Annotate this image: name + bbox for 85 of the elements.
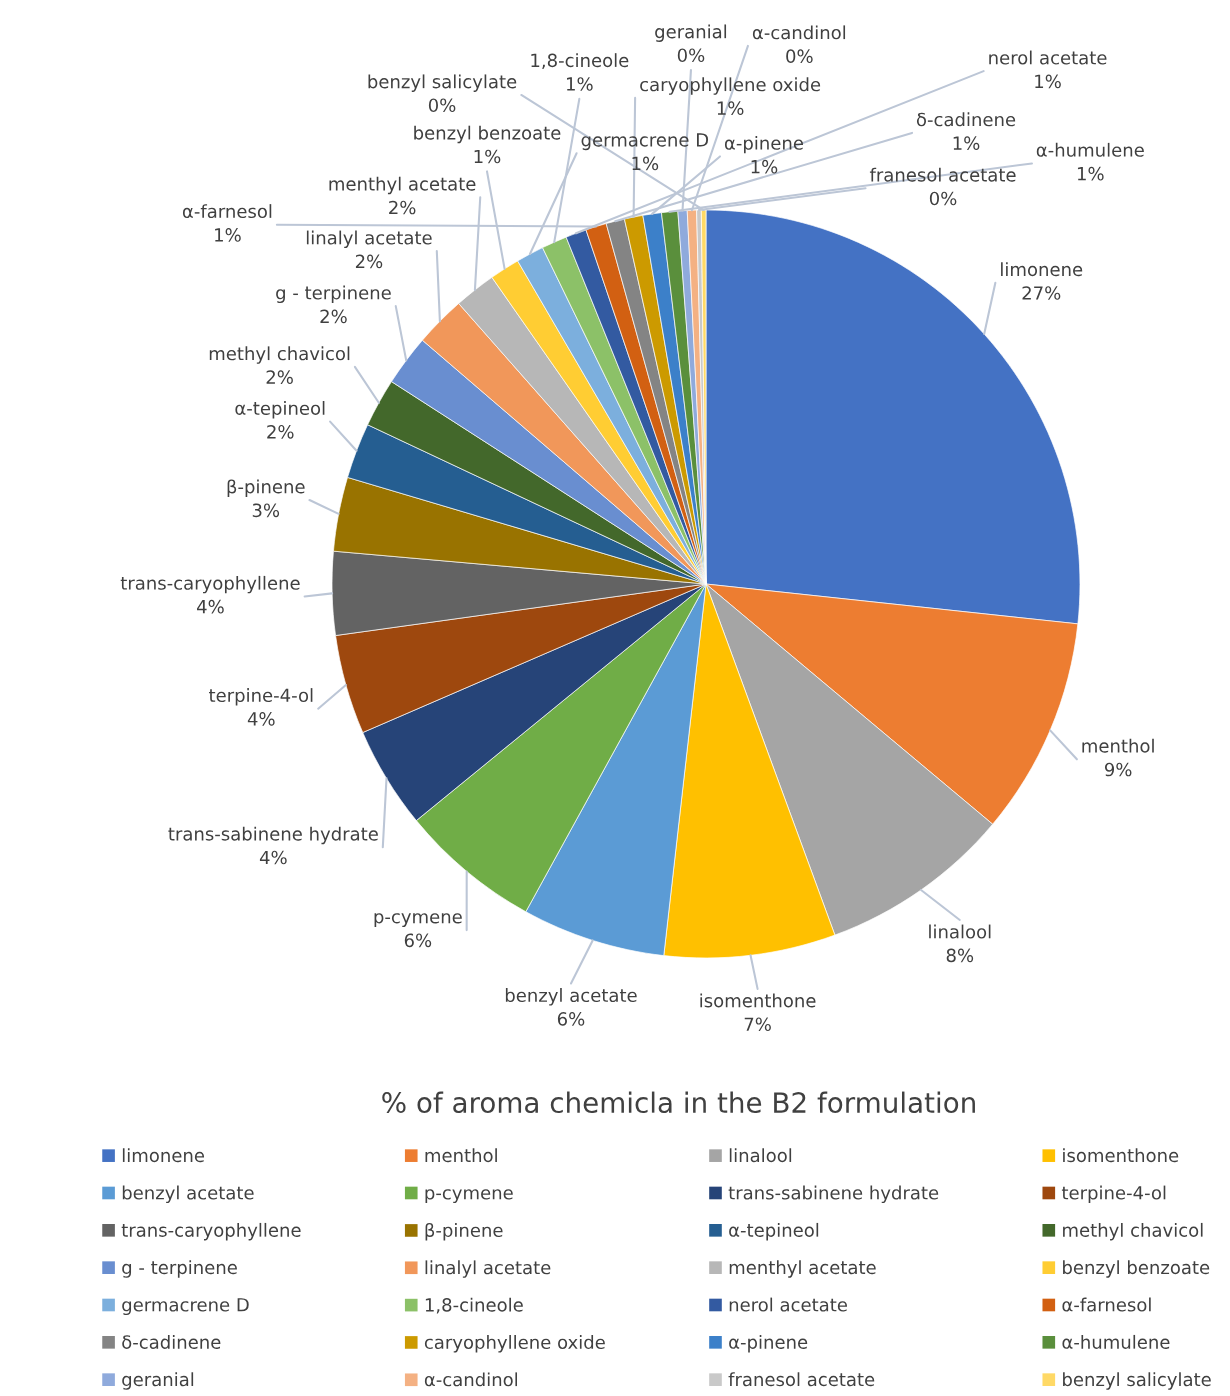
legend-label: franesol acetate bbox=[728, 1372, 875, 1387]
slice-label: menthyl acetate bbox=[329, 176, 476, 195]
slice-label: germacrene D bbox=[581, 133, 709, 151]
slice-label: β-pinene bbox=[227, 479, 305, 497]
data-label: 1% bbox=[1077, 166, 1104, 181]
legend-label: 1,8-cineole bbox=[425, 1297, 523, 1314]
slice-label: α-tepineol bbox=[235, 401, 325, 419]
legend-label: p-cymene bbox=[425, 1189, 513, 1204]
data-label: 6% bbox=[404, 933, 432, 948]
legend-label: α-pinene bbox=[729, 1334, 808, 1353]
slice-label: α-pinene bbox=[724, 135, 803, 154]
data-label: 2% bbox=[266, 370, 293, 384]
slice-label: trans-caryophyllene bbox=[120, 575, 300, 594]
slice-label: menthol bbox=[1082, 738, 1154, 753]
legend-label: limonene bbox=[122, 1148, 205, 1163]
data-label: 7% bbox=[744, 1017, 771, 1032]
legend-label: benzyl salicylate bbox=[1063, 1372, 1211, 1390]
legend-label: nerol acetate bbox=[729, 1297, 847, 1312]
data-label: 0% bbox=[786, 49, 813, 64]
data-label: 27% bbox=[1022, 286, 1061, 300]
data-label: 1% bbox=[1035, 74, 1061, 89]
legend-label: caryophyllene oxide bbox=[424, 1335, 605, 1353]
text: % of aroma chemicla in the B2 formulation bbox=[382, 1091, 975, 1114]
legend-label: isomenthone bbox=[1063, 1148, 1179, 1163]
data-label: 2% bbox=[389, 200, 416, 215]
data-label: 1% bbox=[751, 159, 778, 174]
data-label: 6% bbox=[557, 1012, 585, 1026]
legend-label: g - terpinene bbox=[122, 1260, 237, 1278]
data-label: 3% bbox=[252, 503, 280, 518]
data-label: 0% bbox=[428, 98, 456, 113]
slice-label: geranial bbox=[655, 24, 727, 42]
legend-label: linalool bbox=[729, 1148, 792, 1163]
legend-label: β-pinene bbox=[425, 1222, 503, 1241]
legend-label: methyl chavicol bbox=[1063, 1222, 1203, 1241]
slice-label: α-humulene bbox=[1036, 142, 1144, 157]
legend-label: geranial bbox=[122, 1372, 194, 1390]
data-label: 4% bbox=[259, 850, 287, 865]
data-label: 1% bbox=[474, 149, 501, 164]
slice-label: terpine-4-ol bbox=[208, 688, 313, 706]
legend-label: trans-caryophyllene bbox=[121, 1222, 301, 1241]
data-label: 2% bbox=[267, 424, 294, 439]
legend-label: menthyl acetate bbox=[729, 1260, 876, 1278]
data-label: 1% bbox=[215, 228, 241, 242]
slice-label: benzyl acetate bbox=[505, 988, 637, 1006]
legend-label: benzyl acetate bbox=[122, 1185, 254, 1204]
data-label: 1% bbox=[567, 77, 593, 91]
legend-label: trans-sabinene hydrate bbox=[728, 1185, 939, 1204]
data-label: 4% bbox=[247, 712, 275, 726]
slice-label: nerol acetate bbox=[989, 50, 1107, 65]
legend-label: germacrene D bbox=[122, 1298, 249, 1316]
data-label: 1% bbox=[717, 101, 744, 115]
data-label: 1% bbox=[632, 156, 659, 171]
legend-label: α-farnesol bbox=[1062, 1297, 1151, 1312]
slice-label: 1,8-cineole bbox=[531, 53, 629, 69]
data-label: 2% bbox=[320, 309, 347, 324]
legend-label: menthol bbox=[425, 1148, 497, 1163]
legend-label: benzyl benzoate bbox=[1063, 1260, 1210, 1278]
slice-label: linalool bbox=[929, 924, 991, 939]
data-label: 9% bbox=[1104, 762, 1132, 777]
data-label: 4% bbox=[197, 599, 224, 614]
legend-label: terpine-4-ol bbox=[1061, 1185, 1166, 1204]
legend-label: δ-cadinene bbox=[122, 1334, 221, 1349]
slice-label: methyl chavicol bbox=[209, 346, 350, 364]
slice-label: benzyl salicylate bbox=[368, 74, 517, 92]
legend-label: α-humulene bbox=[1062, 1334, 1170, 1349]
data-label: 2% bbox=[355, 254, 383, 269]
legend-label: α-tepineol bbox=[729, 1222, 819, 1241]
slice-label: α-candinol bbox=[752, 25, 846, 40]
slice-label: limonene bbox=[1001, 262, 1083, 277]
data-label: 8% bbox=[946, 948, 974, 963]
slice-label: caryophyllene oxide bbox=[640, 77, 821, 95]
data-label: 0% bbox=[929, 191, 957, 206]
data-label: 0% bbox=[677, 48, 705, 63]
slice-label: trans-sabinene hydrate bbox=[168, 826, 378, 845]
slice-label: p-cymene bbox=[374, 913, 462, 927]
slice-label: isomenthone bbox=[700, 993, 816, 1008]
data-label: 1% bbox=[953, 136, 980, 150]
slice-label: benzyl benzoate bbox=[414, 125, 561, 144]
slice-label: g - terpinene bbox=[276, 285, 391, 304]
slice-label: linalyl acetate bbox=[306, 230, 432, 249]
legend-label: α-candinol bbox=[424, 1372, 518, 1387]
slice-label: franesol acetate bbox=[869, 167, 1016, 182]
slice-label: δ-cadinene bbox=[916, 112, 1016, 127]
slice-label: α-farnesol bbox=[182, 204, 272, 219]
legend-label: linalyl acetate bbox=[425, 1260, 551, 1278]
